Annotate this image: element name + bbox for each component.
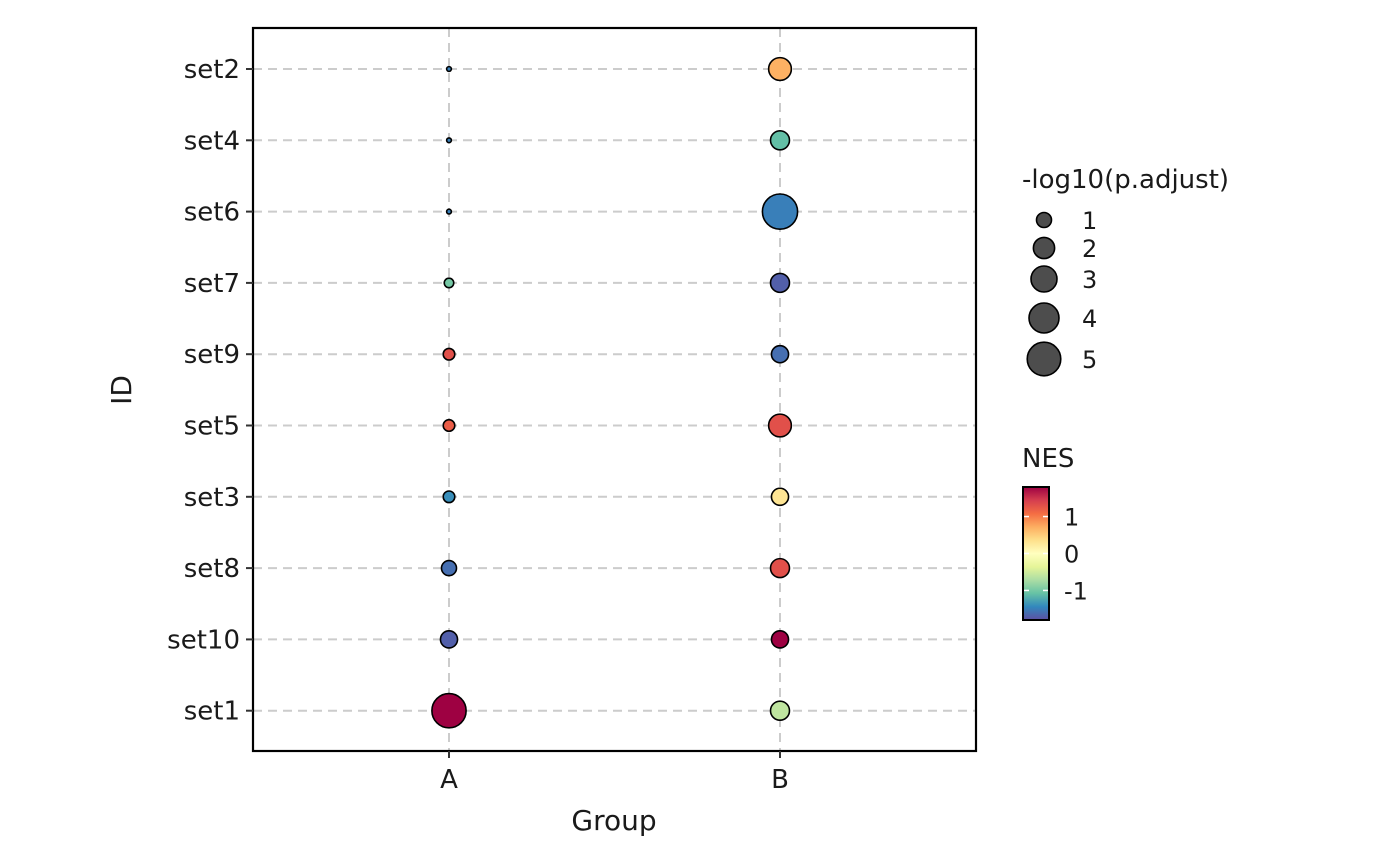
point-B-set1 xyxy=(769,700,791,721)
y-tick-label-set10: set10 xyxy=(167,625,240,655)
size-legend-label-4: 4 xyxy=(1082,305,1097,333)
y-axis-title: ID xyxy=(105,375,138,405)
point-B-set2 xyxy=(767,56,793,82)
x-tick-label-A: A xyxy=(440,765,458,795)
point-A-set3 xyxy=(442,490,456,504)
point-B-set6 xyxy=(761,193,799,230)
size-legend-label-3: 3 xyxy=(1082,266,1097,294)
point-A-set6 xyxy=(445,208,453,215)
y-tick-label-set6: set6 xyxy=(184,198,240,228)
x-axis-title: Group xyxy=(571,804,656,837)
size-legend-key-4 xyxy=(1028,302,1060,334)
color-legend-label-1: 0 xyxy=(1064,541,1079,569)
size-legend-key-3 xyxy=(1030,265,1058,293)
size-legend-key-5 xyxy=(1026,341,1062,377)
point-B-set4 xyxy=(769,130,791,151)
point-A-set9 xyxy=(442,347,456,361)
point-B-set9 xyxy=(770,344,790,364)
y-tick-label-set3: set3 xyxy=(184,483,240,513)
color-legend: NES 1 0 -1 xyxy=(1022,444,1088,621)
point-A-set10 xyxy=(439,630,459,649)
size-legend-label-5: 5 xyxy=(1082,346,1097,374)
y-tick-label-set5: set5 xyxy=(184,412,240,442)
axis-ticks: set2 set4 set6 set7 set9 set5 set3 set8 set10 set… xyxy=(167,55,789,795)
point-B-set8 xyxy=(769,557,791,579)
size-legend-key-2 xyxy=(1032,236,1056,260)
size-legend-label-1: 1 xyxy=(1082,207,1097,235)
size-legend-key-1 xyxy=(1035,211,1053,229)
point-A-set7 xyxy=(443,277,455,289)
point-A-set4 xyxy=(445,137,453,144)
size-legend-label-2: 2 xyxy=(1082,235,1097,263)
color-legend-title: NES xyxy=(1022,444,1074,474)
point-B-set3 xyxy=(770,487,790,507)
point-A-set1 xyxy=(431,692,467,729)
point-B-set10 xyxy=(770,630,790,649)
point-B-set7 xyxy=(769,272,791,294)
y-tick-label-set7: set7 xyxy=(184,269,240,299)
y-tick-label-set8: set8 xyxy=(184,554,240,584)
point-A-set5 xyxy=(442,418,456,433)
y-tick-label-set4: set4 xyxy=(184,126,240,156)
y-tick-label-set2: set2 xyxy=(184,55,240,85)
size-legend-title: -log10(p.adjust) xyxy=(1022,165,1229,195)
data-points xyxy=(431,56,799,729)
color-legend-label-0: 1 xyxy=(1064,504,1079,532)
size-legend: -log10(p.adjust) 12 3 4 5 xyxy=(1022,165,1229,377)
x-tick-label-B: B xyxy=(771,765,789,795)
y-tick-label-set9: set9 xyxy=(184,340,240,370)
point-B-set5 xyxy=(767,413,793,438)
y-tick-label-set1: set1 xyxy=(184,697,240,727)
grid-lines xyxy=(253,28,976,751)
point-A-set8 xyxy=(440,559,458,577)
color-legend-label-2: -1 xyxy=(1064,577,1088,605)
plot-panel-border xyxy=(251,26,978,753)
point-A-set2 xyxy=(445,65,453,73)
